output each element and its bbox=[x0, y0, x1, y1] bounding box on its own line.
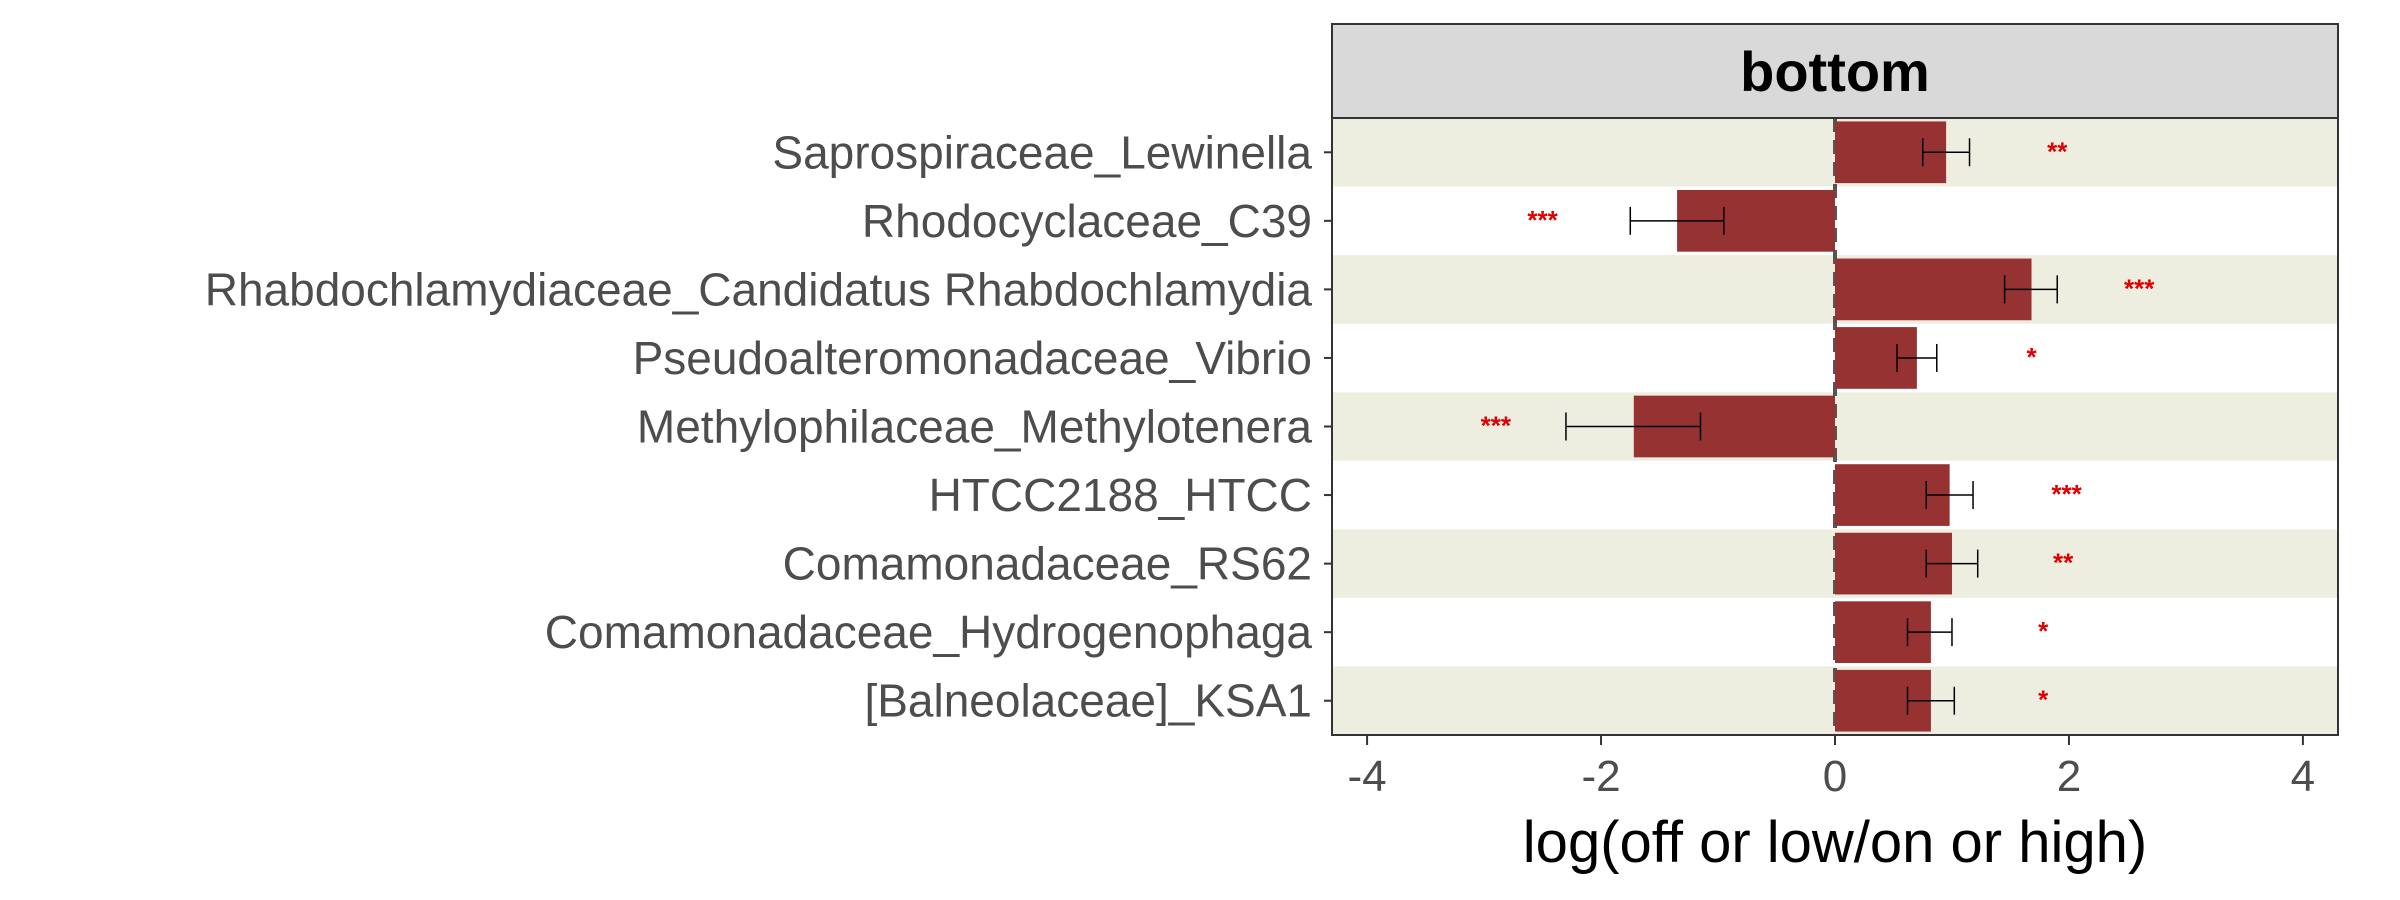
significance-label: ** bbox=[2047, 136, 2068, 166]
bar bbox=[1835, 258, 2032, 321]
facet-strip-background bbox=[1331, 23, 2339, 119]
significance-label: *** bbox=[1481, 411, 1512, 441]
significance-label: *** bbox=[1527, 205, 1558, 235]
x-tick-label: -4 bbox=[1348, 752, 1387, 801]
category-label: Rhodocyclaceae_C39 bbox=[862, 195, 1312, 247]
category-label: Methylophilaceae_Methylotenera bbox=[637, 401, 1313, 453]
facet-strip: bottom bbox=[1331, 23, 2339, 119]
y-axis-ticks bbox=[1324, 151, 1332, 702]
bars bbox=[1633, 121, 2032, 732]
category-label: HTCC2188_HTCC bbox=[929, 469, 1312, 521]
x-tick-label: 2 bbox=[2057, 752, 2081, 801]
significance-label: ** bbox=[2053, 548, 2074, 578]
significance-label: * bbox=[2038, 685, 2049, 715]
category-label: Comamonadaceae_Hydrogenophaga bbox=[545, 606, 1313, 658]
category-labels: Saprospiraceae_Lewinella Rhodocyclaceae_C… bbox=[205, 126, 1313, 726]
significance-label: *** bbox=[2051, 479, 2082, 509]
significance-label: *** bbox=[2124, 273, 2155, 303]
category-label: Rhabdochlamydiaceae_Candidatus Rhabdochl… bbox=[205, 263, 1313, 315]
category-label: Saprospiraceae_Lewinella bbox=[772, 126, 1312, 178]
error-bars bbox=[1565, 138, 2059, 715]
category-label: Comamonadaceae_RS62 bbox=[783, 538, 1312, 590]
x-tick-label: 4 bbox=[2291, 752, 2315, 801]
category-label: Pseudoalteromonadaceae_Vibrio bbox=[633, 332, 1312, 384]
facet-label: bottom bbox=[1740, 40, 1930, 103]
significance-label: * bbox=[2026, 342, 2037, 372]
x-axis-title: log(off or low/on or high) bbox=[1523, 810, 2147, 875]
category-label: [Balneolaceae]_KSA1 bbox=[864, 675, 1312, 727]
x-tick-label: -2 bbox=[1581, 752, 1620, 801]
significance-label: * bbox=[2038, 616, 2049, 646]
x-tick-label: 0 bbox=[1823, 752, 1847, 801]
significance-labels: ******************* bbox=[1481, 136, 2156, 714]
x-axis: -4 -2 0 2 4 bbox=[1348, 735, 2315, 801]
